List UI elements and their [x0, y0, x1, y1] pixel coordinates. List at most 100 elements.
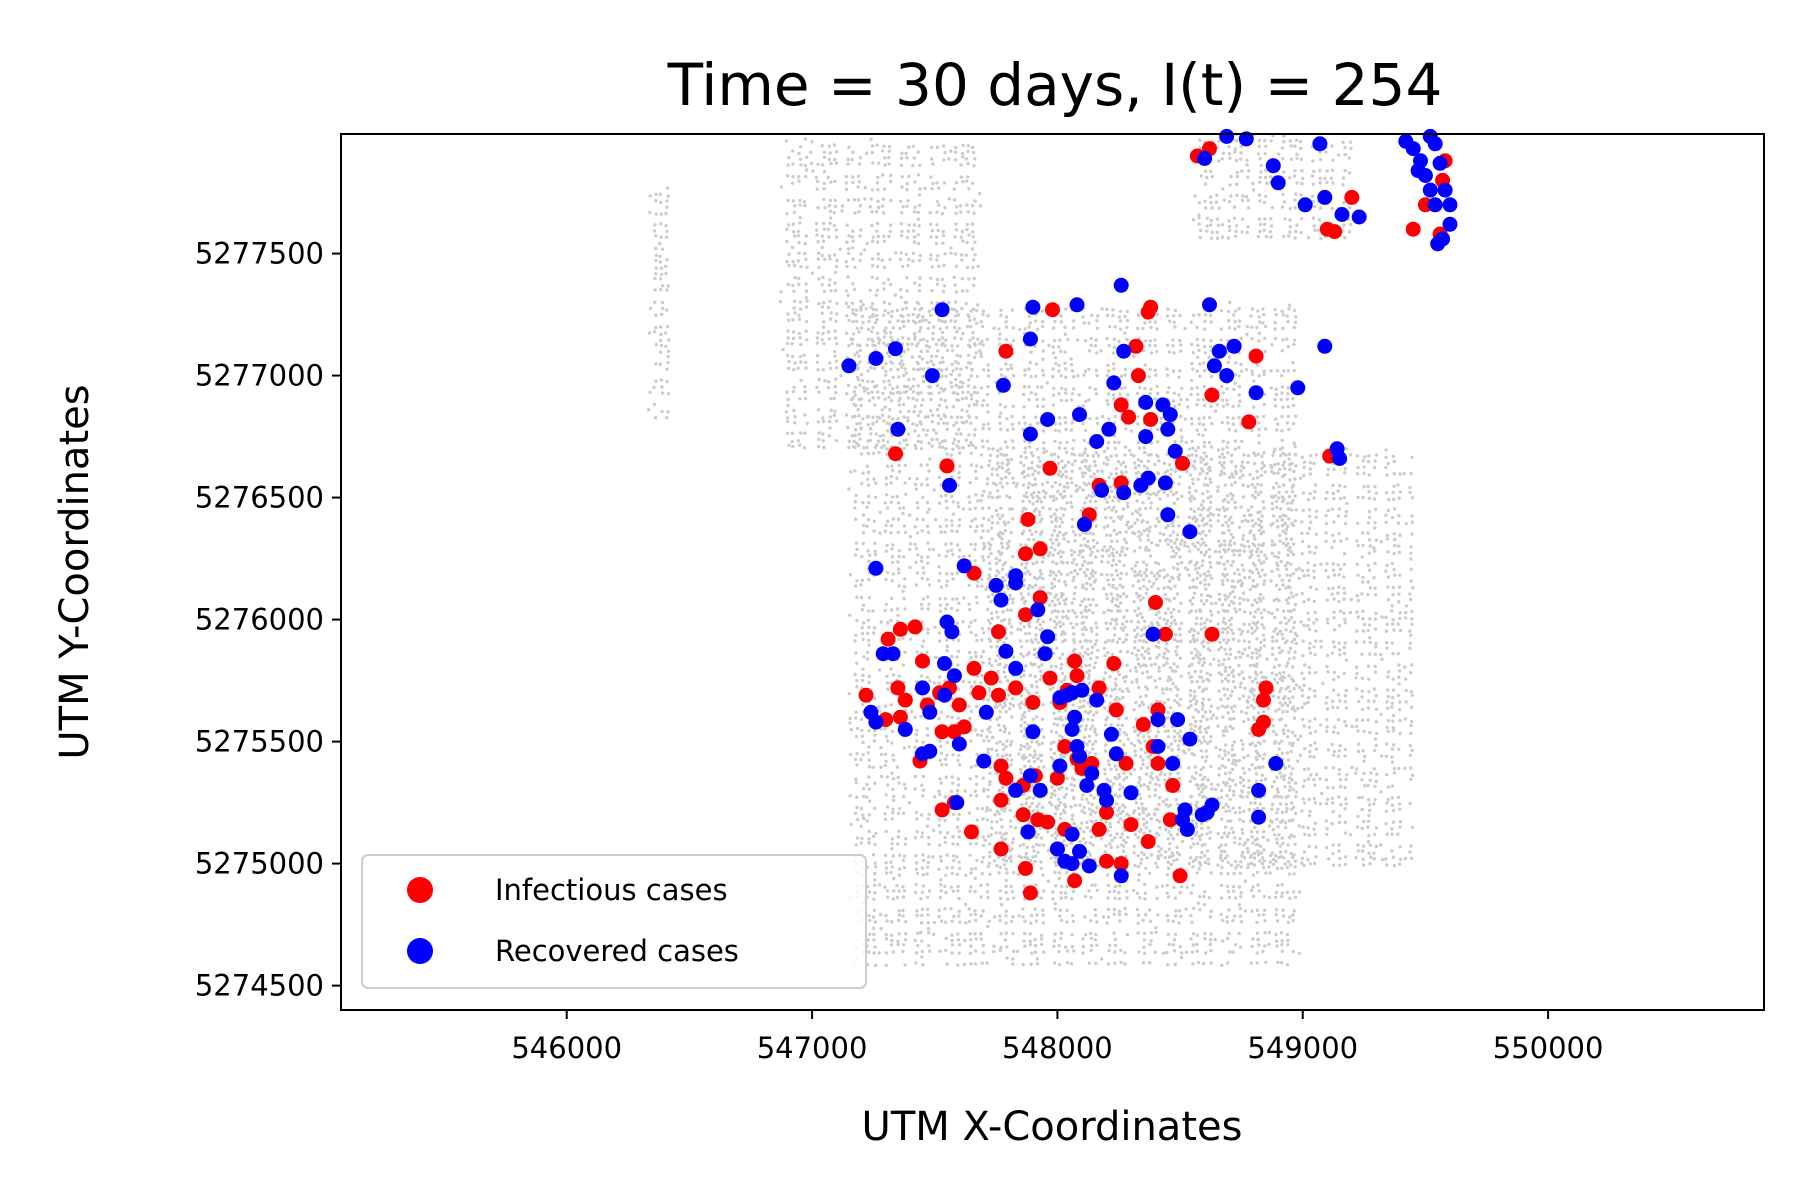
background-location [1041, 357, 1045, 361]
background-location [940, 336, 945, 340]
background-location [1256, 711, 1261, 715]
background-location [1250, 626, 1254, 630]
background-location [1220, 918, 1225, 923]
background-location [860, 578, 864, 583]
background-location [1256, 849, 1260, 853]
background-location [880, 173, 885, 177]
background-location [890, 338, 895, 343]
background-location [1233, 500, 1237, 505]
background-location [1178, 729, 1183, 733]
background-location [823, 379, 827, 383]
background-location [945, 603, 949, 607]
background-location [1234, 309, 1238, 313]
background-location [1273, 308, 1277, 312]
background-location [921, 495, 925, 499]
background-location [1220, 865, 1224, 870]
background-location [1033, 674, 1037, 679]
background-location [1231, 726, 1235, 731]
background-location [951, 812, 956, 816]
background-location [975, 638, 979, 643]
background-location [880, 413, 885, 417]
background-location [851, 239, 855, 243]
background-location [1162, 655, 1166, 659]
background-location [1208, 942, 1213, 947]
background-location [796, 366, 800, 370]
background-location [1149, 506, 1153, 510]
background-location [914, 882, 918, 887]
background-location [1058, 800, 1063, 805]
background-location [916, 173, 921, 177]
background-location [969, 765, 974, 769]
background-location [938, 639, 942, 643]
background-location [1208, 938, 1213, 942]
background-location [875, 419, 879, 424]
background-location [930, 289, 934, 293]
background-location [1065, 949, 1070, 953]
background-location [881, 197, 886, 201]
background-location [787, 155, 791, 160]
background-location [1138, 385, 1142, 390]
background-location [1197, 421, 1202, 426]
background-location [936, 186, 941, 190]
background-location [897, 806, 902, 811]
background-location [1221, 523, 1225, 528]
background-location [918, 329, 922, 333]
background-location [1088, 751, 1092, 755]
background-location [958, 866, 962, 871]
background-location [817, 390, 821, 394]
background-location [1054, 884, 1058, 888]
background-location [1280, 939, 1284, 943]
background-location [1174, 685, 1178, 689]
background-location [942, 284, 947, 288]
background-location [1227, 908, 1231, 912]
background-location [1195, 386, 1199, 390]
background-location [855, 763, 859, 767]
background-location [811, 169, 815, 173]
background-location [884, 913, 888, 918]
background-location [665, 229, 669, 233]
background-location [939, 859, 944, 863]
background-location [965, 324, 970, 329]
background-location [1280, 518, 1285, 522]
background-location [1287, 697, 1291, 701]
background-location [799, 163, 803, 167]
background-location [900, 211, 904, 215]
background-location [976, 264, 980, 269]
background-location [1022, 494, 1026, 498]
background-location [1141, 578, 1146, 582]
background-location [1262, 752, 1267, 757]
background-location [973, 559, 977, 563]
background-location [1231, 422, 1236, 426]
background-location [1113, 793, 1117, 797]
background-location [1123, 752, 1128, 756]
background-location [961, 143, 965, 147]
background-location [828, 361, 832, 365]
background-location [659, 266, 664, 270]
background-location [905, 235, 909, 240]
background-location [1279, 931, 1284, 935]
background-location [827, 144, 831, 148]
background-location [895, 476, 899, 480]
background-location [884, 373, 888, 377]
background-location [850, 157, 854, 162]
background-location [654, 266, 658, 270]
background-location [1213, 937, 1217, 942]
background-location [1063, 675, 1068, 679]
background-location [1233, 585, 1237, 589]
background-location [895, 765, 900, 769]
background-location [950, 475, 954, 479]
background-location [1225, 572, 1229, 577]
background-location [822, 169, 827, 174]
background-location [939, 710, 944, 714]
background-location [1281, 710, 1285, 714]
background-location [1136, 620, 1141, 624]
background-location [1111, 499, 1115, 503]
background-location [866, 423, 871, 427]
background-location [880, 445, 884, 450]
background-location [944, 499, 948, 503]
background-location [872, 897, 876, 901]
background-location [1257, 421, 1261, 425]
background-location [1048, 603, 1052, 607]
background-location [792, 299, 797, 303]
background-location [1274, 859, 1278, 863]
